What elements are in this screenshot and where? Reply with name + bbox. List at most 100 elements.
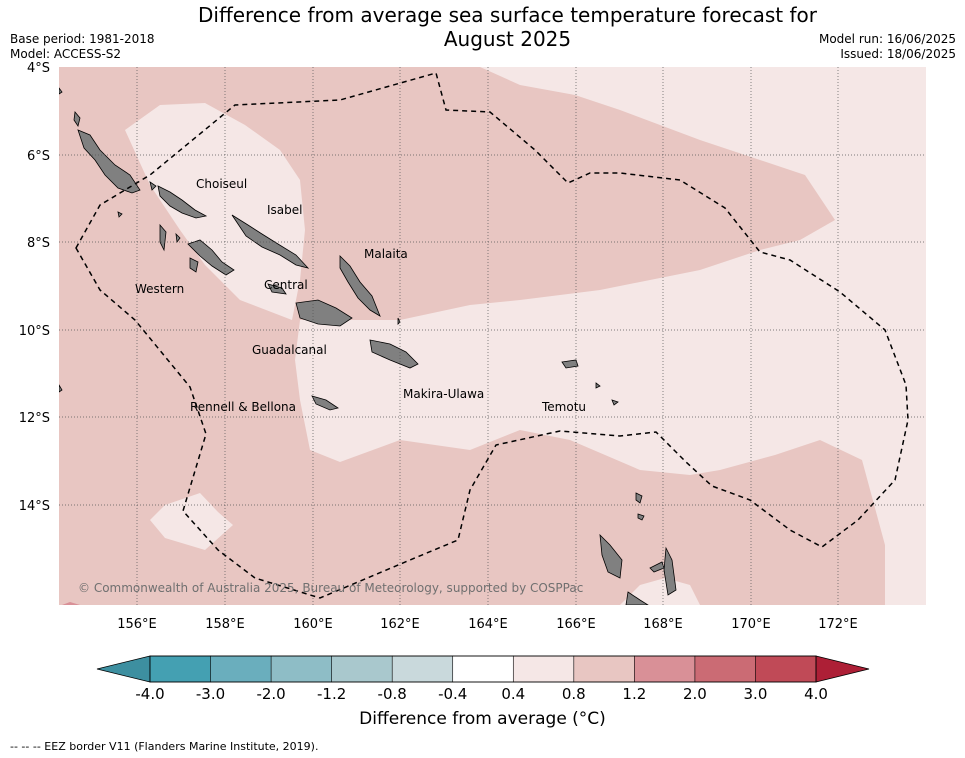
colorbar: -4.0 -3.0 -2.0 -1.2 -0.8 -0.4 0.4 0.8 1.2 2.0 3.0 4… bbox=[96, 655, 870, 703]
island-gaua bbox=[637, 513, 645, 521]
eez-border bbox=[75, 72, 909, 599]
lon-label-172e: 172°E bbox=[818, 617, 858, 632]
eez-footnote: -- -- -- EEZ border V11 (Flanders Marine… bbox=[10, 740, 319, 753]
lat-label-14s: 14°S bbox=[19, 499, 50, 514]
island-utupua bbox=[595, 382, 601, 389]
island-makira bbox=[369, 339, 419, 369]
title-line-2: August 2025 bbox=[443, 27, 572, 51]
island-malekula bbox=[663, 546, 677, 596]
copyright-notice: © Commonwealth of Australia 2025, Bureau… bbox=[78, 581, 583, 595]
island-nggela bbox=[267, 283, 287, 295]
island-guadalcanal bbox=[295, 299, 353, 327]
island-isabel bbox=[231, 214, 310, 269]
lon-label-164e: 164°E bbox=[468, 617, 508, 632]
label-choiseul: Choiseul bbox=[196, 177, 247, 191]
colorbar-cells bbox=[149, 655, 817, 683]
lat-label-6s: 6°S bbox=[27, 149, 50, 164]
colorbar-cell bbox=[512, 655, 575, 683]
island-rennell bbox=[311, 395, 339, 411]
title-line-1: Difference from average sea surface temp… bbox=[197, 3, 817, 27]
lon-label-162e: 162°E bbox=[380, 617, 420, 632]
colorbar-tick-label: -0.8 bbox=[378, 685, 407, 703]
lon-label-160e: 160°E bbox=[293, 617, 333, 632]
colorbar-tick-labels: -4.0 -3.0 -2.0 -1.2 -0.8 -0.4 0.4 0.8 1.2 2.0 3.0 4… bbox=[135, 685, 828, 703]
island-vanikoro bbox=[611, 399, 619, 406]
label-rennell-bellona: Rennell & Bellona bbox=[190, 400, 296, 414]
colorbar-cell bbox=[270, 655, 333, 683]
colorbar-cell bbox=[331, 655, 393, 683]
island-small-3 bbox=[117, 211, 123, 218]
model-name: Model: ACCESS-S2 bbox=[10, 47, 122, 61]
colorbar-tick-label: 0.4 bbox=[501, 685, 525, 703]
colorbar-cell bbox=[210, 655, 272, 683]
colorbar-cell bbox=[634, 655, 696, 683]
anomaly-patch-corner bbox=[62, 602, 80, 605]
colorbar-cell bbox=[149, 655, 212, 683]
label-malaita: Malaita bbox=[364, 247, 408, 261]
colorbar-arrow-high bbox=[815, 655, 870, 683]
island-espiritu-santo bbox=[599, 533, 623, 579]
island-rendova bbox=[189, 257, 199, 273]
anomaly-region-0.4-0.8 bbox=[295, 67, 926, 605]
anomaly-patch-northwest bbox=[125, 103, 305, 320]
gridlines bbox=[59, 67, 926, 605]
base-period: Base period: 1981-2018 bbox=[10, 32, 155, 46]
colorbar-tick-label: -4.0 bbox=[135, 685, 164, 703]
colorbar-cell bbox=[452, 655, 514, 683]
island-vanua-lava bbox=[635, 492, 643, 504]
colorbar-tick-label: 3.0 bbox=[744, 685, 768, 703]
label-temotu: Temotu bbox=[541, 400, 586, 414]
issued-date: Issued: 18/06/2025 bbox=[840, 47, 956, 61]
island-small-4 bbox=[149, 181, 157, 191]
lon-label-168e: 168°E bbox=[643, 617, 683, 632]
lat-label-12s: 12°S bbox=[19, 411, 50, 426]
label-isabel: Isabel bbox=[267, 203, 302, 217]
colorbar-tick-label: -2.0 bbox=[256, 685, 285, 703]
colorbar-tick-label: 1.2 bbox=[622, 685, 646, 703]
lon-label-156e: 156°E bbox=[117, 617, 157, 632]
colorbar-cell bbox=[391, 655, 454, 683]
model-run-date: Model run: 16/06/2025 bbox=[818, 32, 956, 46]
lat-label-8s: 8°S bbox=[27, 236, 50, 251]
island-maewo bbox=[649, 561, 665, 573]
colorbar-tick-label: 0.8 bbox=[562, 685, 586, 703]
label-western: Western bbox=[135, 282, 184, 296]
island-small-1 bbox=[397, 317, 401, 325]
colorbar-title: Difference from average (°C) bbox=[359, 709, 606, 729]
colorbar-arrow-low bbox=[96, 655, 151, 683]
latitude-labels: 4°S 6°S 8°S 10°S 12°S 14°S bbox=[19, 61, 50, 514]
lat-label-10s: 10°S bbox=[19, 324, 50, 339]
colorbar-cell bbox=[755, 655, 817, 683]
colorbar-cell bbox=[573, 655, 635, 683]
label-makira-ulawa: Makira-Ulawa bbox=[403, 387, 484, 401]
map-title: Difference from average sea surface temp… bbox=[150, 3, 865, 51]
island-edge-1 bbox=[59, 87, 63, 95]
lon-label-158e: 158°E bbox=[205, 617, 245, 632]
model-info: Base period: 1981-2018 Model: ACCESS-S2 bbox=[10, 32, 155, 62]
island-bougainville bbox=[77, 129, 141, 194]
island-efate bbox=[625, 591, 649, 605]
longitude-labels: 156°E 158°E 160°E 162°E 164°E 166°E 168°… bbox=[117, 617, 858, 632]
colorbar-tick-label: -3.0 bbox=[196, 685, 225, 703]
colorbar-tick-label: 2.0 bbox=[683, 685, 707, 703]
lon-label-166e: 166°E bbox=[556, 617, 596, 632]
island-choiseul bbox=[157, 185, 208, 219]
colorbar-tick-label: -0.4 bbox=[438, 685, 467, 703]
map-area: Choiseul Isabel Malaita Western Central … bbox=[59, 67, 926, 605]
islands bbox=[59, 87, 677, 605]
label-central: Central bbox=[264, 278, 308, 292]
lon-label-170e: 170°E bbox=[731, 617, 771, 632]
island-vella-lavella bbox=[159, 223, 167, 252]
island-santa-cruz bbox=[561, 359, 579, 369]
island-edge-2 bbox=[59, 384, 63, 393]
island-small-2 bbox=[175, 232, 181, 244]
colorbar-tick-label: 4.0 bbox=[804, 685, 828, 703]
island-malaita bbox=[339, 255, 381, 317]
island-buka bbox=[73, 111, 81, 127]
run-info: Model run: 16/06/2025 Issued: 18/06/2025 bbox=[819, 32, 956, 62]
lat-label-4s: 4°S bbox=[27, 61, 50, 76]
colorbar-tick-label: -1.2 bbox=[317, 685, 346, 703]
island-new-georgia bbox=[187, 239, 235, 276]
colorbar-frame bbox=[149, 655, 817, 683]
